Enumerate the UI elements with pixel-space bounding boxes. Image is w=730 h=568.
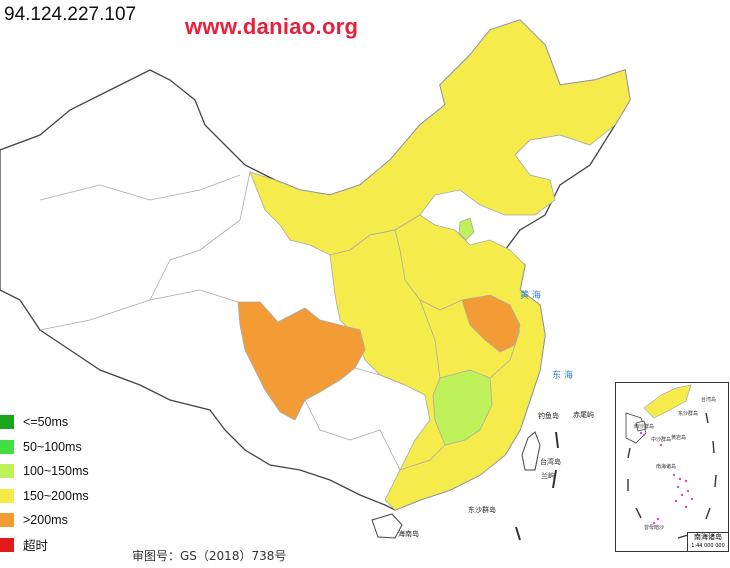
inset-nansha-label: 南海诸岛 (656, 463, 676, 470)
legend-swatch (0, 415, 14, 430)
region-sichuan (237, 301, 366, 421)
region-jiangxi (432, 369, 493, 446)
yellow-sea-label: 黄 海 (520, 289, 541, 301)
legend-swatch (0, 464, 14, 479)
legend-label: 100~150ms (23, 464, 89, 479)
hainan-island (371, 513, 403, 539)
legend-item: 50~100ms (0, 435, 89, 460)
lanyu-label: 兰屿 (541, 471, 555, 480)
legend: <=50ms 50~100ms 100~150ms 150~200ms >200… (0, 410, 89, 557)
legend-swatch (0, 537, 14, 552)
inset-dongsha-label: 东沙群岛 (678, 410, 698, 417)
diaoyu-label: 钓鱼岛 (538, 411, 559, 420)
site-url[interactable]: www.daniao.org (185, 14, 359, 39)
legend-swatch (0, 488, 14, 503)
legend-label: 超时 (23, 539, 49, 554)
legend-swatch (0, 439, 14, 454)
legend-label: <=50ms (23, 415, 69, 430)
legend-item: >200ms (0, 508, 89, 533)
ip-address: 94.124.227.107 (4, 4, 137, 25)
legend-swatch (0, 513, 14, 528)
inset-taiwan-label: 台湾岛 (701, 396, 716, 403)
legend-label: >200ms (23, 513, 68, 528)
inset-huangyan-label: 黄岩岛 (671, 434, 686, 441)
legend-item: 超时 (0, 533, 89, 558)
map-approval-number: 审图号：GS（2018）738号 (132, 549, 287, 563)
chiwei-label: 赤尾屿 (573, 410, 594, 419)
legend-label: 150~200ms (23, 488, 89, 503)
inset-zengmu-label: 曾母暗沙 (644, 524, 664, 531)
legend-label: 50~100ms (23, 439, 82, 454)
legend-item: 100~150ms (0, 459, 89, 484)
region-beijing (458, 217, 475, 241)
legend-item: <=50ms (0, 410, 89, 435)
inset-xisha-label: 西沙群岛 (634, 423, 654, 430)
south-china-sea-inset: 台湾岛 东沙群岛 西沙群岛 中沙群岛 黄岩岛 南海诸岛 曾母暗沙 南海诸岛 1:… (615, 382, 729, 552)
inset-map: 台湾岛 东沙群岛 西沙群岛 中沙群岛 黄岩岛 南海诸岛 曾母暗沙 (625, 384, 717, 539)
taiwan-island (521, 431, 541, 471)
inset-zhongsha-label: 中沙群岛 (651, 436, 671, 443)
east-sea-label: 东 海 (552, 369, 573, 381)
dongsha-label: 东沙群岛 (468, 505, 496, 514)
legend-item: 150~200ms (0, 484, 89, 509)
inset-caption: 南海诸岛 1:44 000 000 (687, 532, 728, 551)
hainan-label: 海南岛 (398, 529, 419, 538)
taiwan-label: 台湾岛 (540, 457, 561, 466)
